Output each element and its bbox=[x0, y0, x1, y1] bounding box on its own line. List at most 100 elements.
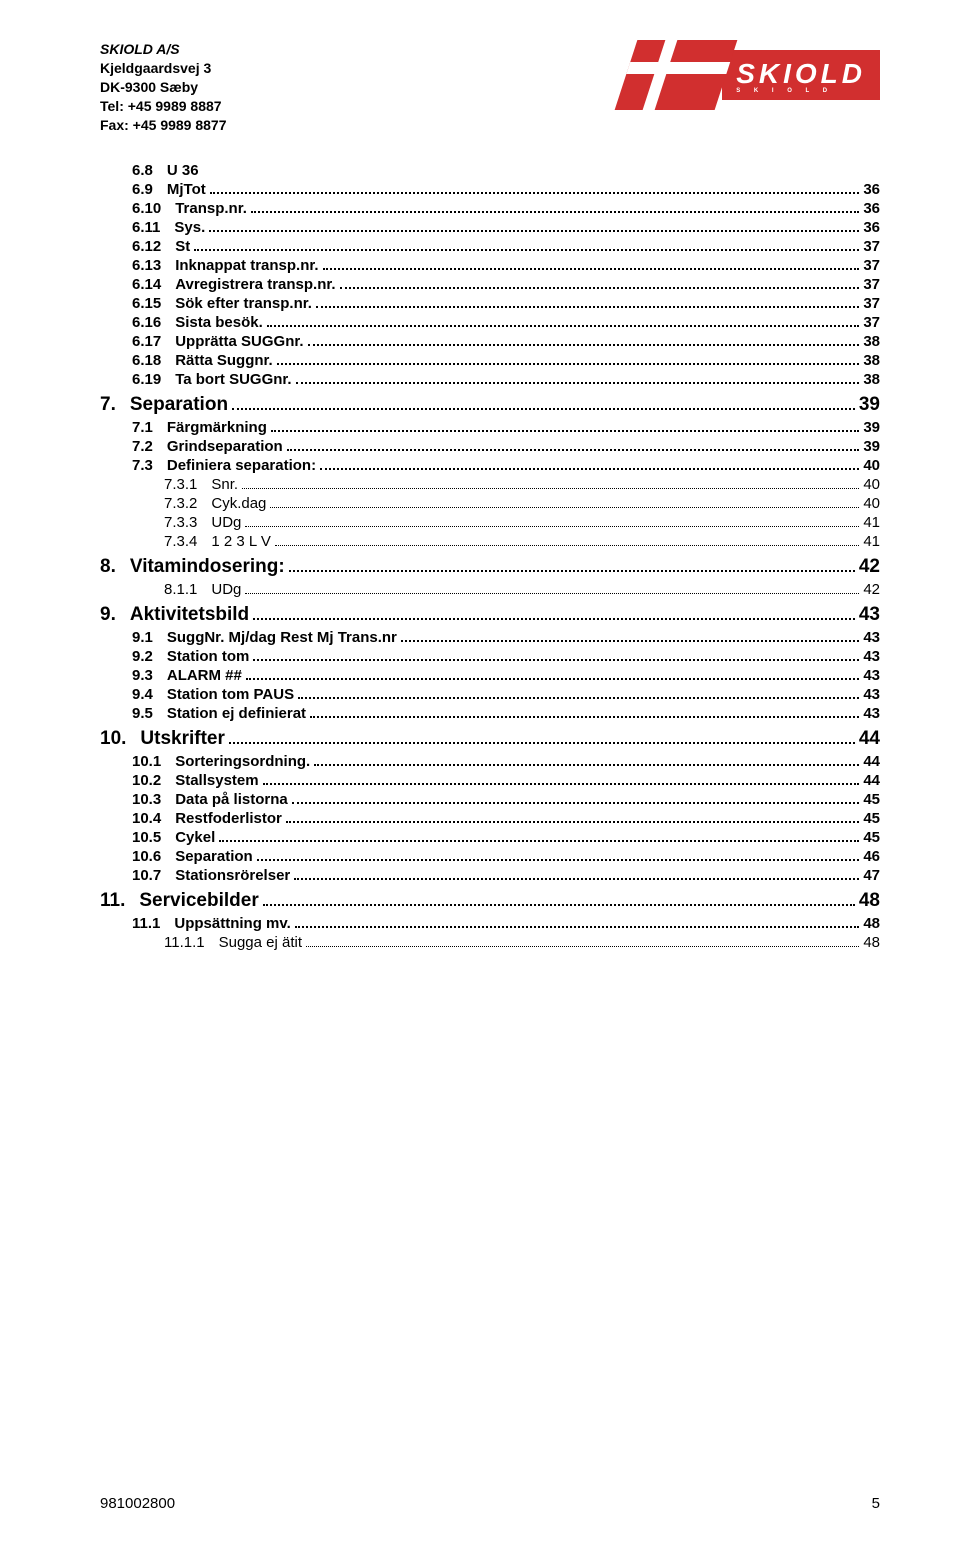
toc-entry: 6.8U 36 bbox=[100, 162, 880, 179]
toc-label: Station ej definierat bbox=[167, 705, 306, 722]
toc-entry: 10.1Sorteringsordning.44 bbox=[100, 753, 880, 770]
toc-entry: 6.12St37 bbox=[100, 238, 880, 255]
toc-leader-dots bbox=[323, 261, 860, 270]
toc-page: 38 bbox=[863, 333, 880, 350]
toc-leader-dots bbox=[210, 185, 860, 194]
toc-leader-dots bbox=[263, 897, 855, 906]
toc-label: Transp.nr. bbox=[175, 200, 247, 217]
toc-label: Definiera separation: bbox=[167, 457, 316, 474]
toc-leader-dots bbox=[219, 833, 859, 842]
toc-entry: 6.13Inknappat transp.nr.37 bbox=[100, 257, 880, 274]
toc-page: 40 bbox=[863, 457, 880, 474]
toc-label: Stallsystem bbox=[175, 772, 258, 789]
toc-entry: 9.5Station ej definierat43 bbox=[100, 705, 880, 722]
toc-entry: 10.2Stallsystem44 bbox=[100, 772, 880, 789]
toc-label: 1 2 3 L V bbox=[211, 533, 271, 550]
toc-leader-dots bbox=[263, 776, 860, 785]
toc-number: 7.3.2 bbox=[164, 495, 197, 512]
toc-leader-dots bbox=[289, 563, 855, 572]
toc-page: 40 bbox=[863, 495, 880, 512]
toc-entry: 10.7Stationsrörelser47 bbox=[100, 867, 880, 884]
toc-number: 6.8 bbox=[132, 162, 153, 179]
toc-number: 11.1 bbox=[132, 915, 160, 932]
toc-number: 7.2 bbox=[132, 438, 153, 455]
toc-entry: 11.Servicebilder48 bbox=[100, 890, 880, 912]
toc-entry: 6.18Rätta Suggnr.38 bbox=[100, 352, 880, 369]
toc-label: Separation bbox=[175, 848, 253, 865]
toc-number: 10.1 bbox=[132, 753, 161, 770]
toc-label: Stationsrörelser bbox=[175, 867, 290, 884]
toc-label: Ta bort SUGGnr. bbox=[175, 371, 291, 388]
toc-page: 45 bbox=[863, 810, 880, 827]
toc-page: 44 bbox=[863, 772, 880, 789]
toc-page: 43 bbox=[863, 667, 880, 684]
toc-label: SuggNr. Mj/dag Rest Mj Trans.nr bbox=[167, 629, 397, 646]
toc-leader-dots bbox=[194, 242, 859, 251]
toc-entry: 7.3.41 2 3 L V41 bbox=[100, 533, 880, 550]
toc-entry: 9.2Station tom43 bbox=[100, 648, 880, 665]
toc-label: Grindseparation bbox=[167, 438, 283, 455]
toc-leader-dots bbox=[292, 795, 860, 804]
toc-leader-dots bbox=[253, 611, 855, 620]
toc-number: 10.4 bbox=[132, 810, 161, 827]
toc-number: 6.16 bbox=[132, 314, 161, 331]
toc-leader-dots bbox=[257, 852, 860, 861]
brand-name: SKIOLD bbox=[736, 58, 866, 89]
toc-page: 41 bbox=[863, 514, 880, 531]
toc-leader-dots bbox=[271, 423, 859, 432]
toc-page: 48 bbox=[863, 915, 880, 932]
toc-leader-dots bbox=[294, 871, 859, 880]
toc-page: 45 bbox=[863, 791, 880, 808]
toc-number: 6.13 bbox=[132, 257, 161, 274]
toc-leader-dots bbox=[287, 442, 860, 451]
company-fax: Fax: +45 9989 8877 bbox=[100, 116, 227, 135]
toc-leader-dots bbox=[298, 690, 859, 699]
toc-page: 45 bbox=[863, 829, 880, 846]
toc-entry: 6.15Sök efter transp.nr.37 bbox=[100, 295, 880, 312]
toc-number: 7.3.3 bbox=[164, 514, 197, 531]
toc-page: 39 bbox=[863, 438, 880, 455]
toc-number: 9.3 bbox=[132, 667, 153, 684]
toc-page: 48 bbox=[859, 890, 880, 912]
toc-page: 40 bbox=[863, 476, 880, 493]
toc-label: Utskrifter bbox=[140, 728, 224, 750]
toc-entry: 11.1 Uppsättning mv. 48 bbox=[100, 915, 880, 932]
toc-page: 37 bbox=[863, 295, 880, 312]
toc-label: Aktivitetsbild bbox=[130, 604, 249, 626]
toc-label: Uppsättning mv. bbox=[174, 915, 290, 932]
toc-label: Färgmärkning bbox=[167, 419, 267, 436]
toc-entry: 10.5Cykel45 bbox=[100, 829, 880, 846]
toc-label: Cyk.dag bbox=[211, 495, 266, 512]
toc-page: 39 bbox=[863, 419, 880, 436]
toc-entry: 8.1.1UDg42 bbox=[100, 581, 880, 598]
toc-entry: 11.1.1Sugga ej ätit48 bbox=[100, 934, 880, 951]
toc-entry: 7.3.1Snr.40 bbox=[100, 476, 880, 493]
toc-page: 38 bbox=[863, 352, 880, 369]
flag-icon bbox=[615, 40, 738, 110]
toc-leader-dots bbox=[310, 709, 859, 718]
toc-page: 41 bbox=[863, 533, 880, 550]
toc-label: UDg bbox=[211, 581, 241, 598]
toc-label: Sugga ej ätit bbox=[219, 934, 302, 951]
toc-page: 37 bbox=[863, 257, 880, 274]
toc-number: 9. bbox=[100, 604, 116, 626]
toc-entry: 7.Separation39 bbox=[100, 394, 880, 416]
toc-page: 42 bbox=[863, 581, 880, 598]
toc-leader-dots bbox=[246, 671, 859, 680]
toc-leader-dots bbox=[275, 537, 859, 546]
toc-page: 46 bbox=[863, 848, 880, 865]
toc-number: 10.3 bbox=[132, 791, 161, 808]
toc-entry: 6.9MjTot36 bbox=[100, 181, 880, 198]
toc-page: 37 bbox=[863, 238, 880, 255]
toc-entry: 10.Utskrifter44 bbox=[100, 728, 880, 750]
toc-page: 47 bbox=[863, 867, 880, 884]
toc-page: 43 bbox=[863, 705, 880, 722]
toc-leader-dots bbox=[245, 585, 859, 594]
toc-number: 10.5 bbox=[132, 829, 161, 846]
toc-leader-dots bbox=[232, 401, 855, 410]
toc-label: Station tom bbox=[167, 648, 250, 665]
company-tel: Tel: +45 9989 8887 bbox=[100, 97, 227, 116]
toc-entry: 7.1Färgmärkning39 bbox=[100, 419, 880, 436]
toc-leader-dots bbox=[320, 461, 859, 470]
toc-label: Data på listorna bbox=[175, 791, 288, 808]
